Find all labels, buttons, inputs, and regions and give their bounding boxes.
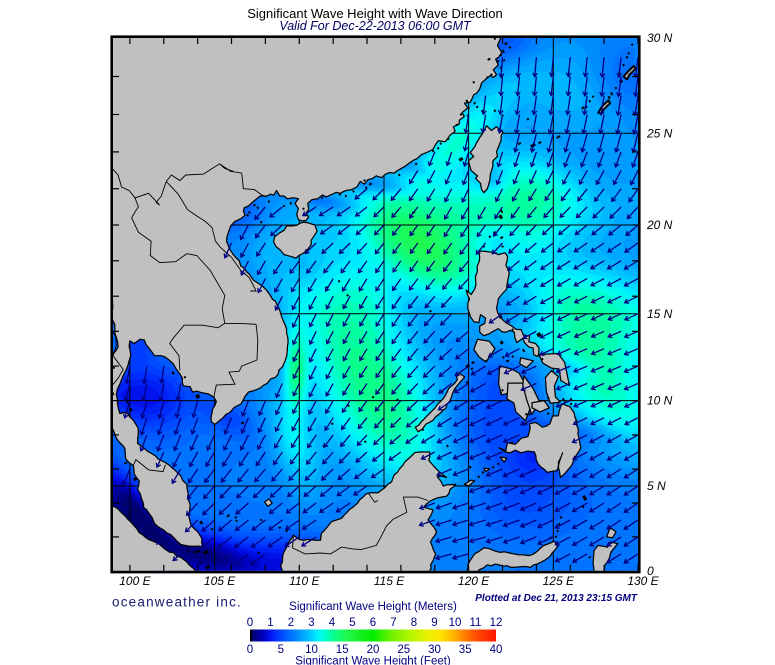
svg-text:130 E: 130 E (627, 574, 659, 588)
svg-text:15 N: 15 N (647, 307, 673, 321)
svg-text:5 N: 5 N (647, 479, 666, 493)
svg-text:2: 2 (288, 617, 294, 629)
svg-text:20: 20 (367, 644, 380, 656)
svg-text:4: 4 (329, 617, 336, 629)
svg-text:6: 6 (370, 617, 376, 629)
svg-text:100 E: 100 E (119, 574, 151, 588)
svg-text:30 N: 30 N (647, 31, 673, 45)
svg-text:105 E: 105 E (204, 574, 236, 588)
svg-text:Plotted at Dec 21, 2013 23:15: Plotted at Dec 21, 2013 23:15 GMT (475, 593, 638, 604)
svg-text:oceanweather inc.: oceanweather inc. (112, 595, 242, 610)
svg-text:8: 8 (411, 617, 417, 629)
svg-text:20 N: 20 N (646, 218, 673, 232)
svg-text:115 E: 115 E (374, 574, 405, 588)
svg-text:30: 30 (428, 644, 441, 656)
svg-text:0: 0 (247, 644, 253, 656)
svg-text:9: 9 (431, 617, 437, 629)
svg-text:10: 10 (305, 644, 318, 656)
svg-text:7: 7 (390, 617, 396, 629)
svg-text:25 N: 25 N (646, 126, 673, 140)
svg-text:0: 0 (647, 564, 654, 578)
svg-text:10 N: 10 N (647, 394, 673, 408)
svg-text:11: 11 (470, 617, 482, 629)
svg-text:35: 35 (459, 644, 472, 656)
svg-text:15: 15 (336, 644, 349, 656)
svg-text:125 E: 125 E (543, 574, 575, 588)
svg-text:0: 0 (247, 617, 253, 629)
svg-text:5: 5 (278, 644, 284, 656)
svg-text:40: 40 (490, 644, 503, 656)
svg-text:Valid For Dec-22-2013 06:00 GM: Valid For Dec-22-2013 06:00 GMT (279, 19, 472, 33)
svg-text:25: 25 (397, 644, 410, 656)
svg-text:Significant Wave Height (Meter: Significant Wave Height (Meters) (289, 601, 457, 613)
svg-text:Significant Wave Height with W: Significant Wave Height with Wave Direct… (247, 6, 503, 21)
svg-text:120 E: 120 E (458, 574, 490, 588)
svg-text:10: 10 (449, 617, 462, 629)
svg-text:1: 1 (267, 617, 273, 629)
svg-text:5: 5 (349, 617, 355, 629)
svg-text:12: 12 (490, 617, 503, 629)
svg-text:110 E: 110 E (289, 574, 320, 588)
svg-text:3: 3 (308, 617, 314, 629)
svg-text:Significant Wave Height (Feet): Significant Wave Height (Feet) (295, 656, 451, 665)
